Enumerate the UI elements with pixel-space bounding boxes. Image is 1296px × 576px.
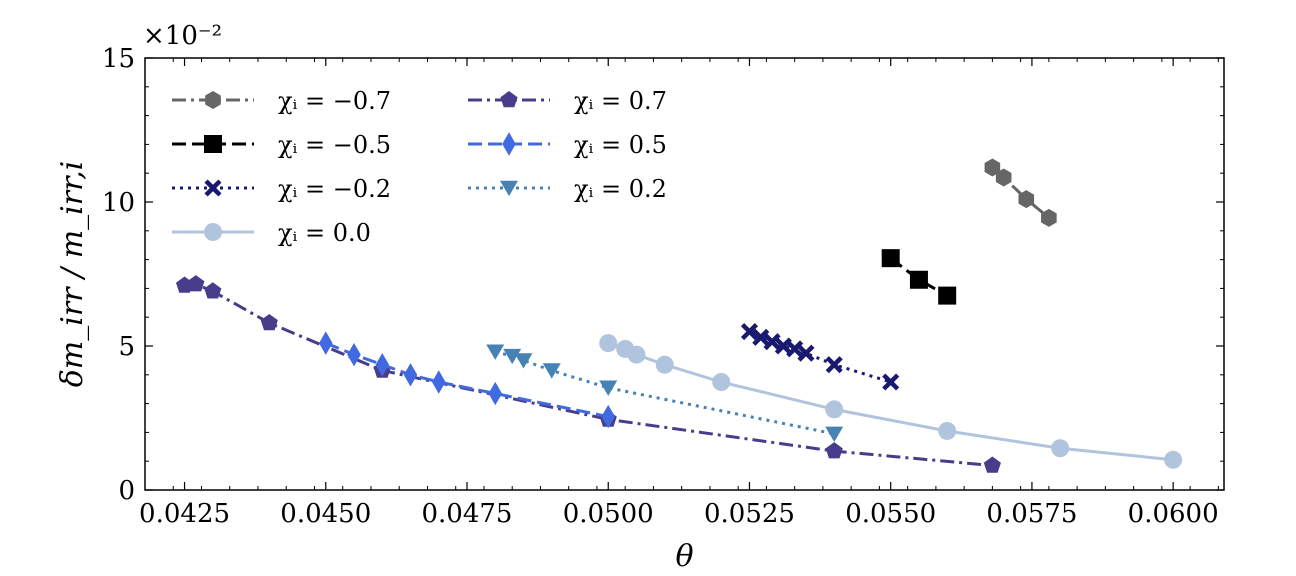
- legend-label: χᵢ = 0.7: [574, 87, 667, 115]
- legend-entry: χᵢ = 0.7: [468, 87, 667, 115]
- data-point: [486, 344, 505, 360]
- y-tick-label: 15: [102, 44, 135, 74]
- data-point: [187, 275, 205, 292]
- data-point: [983, 456, 1001, 473]
- y-axis-label: δm_irr / m_irr,i: [55, 161, 90, 388]
- axes: 0.0425 0.0450 0.0475 0.0500 0.0525 0.0550 0.05…: [55, 21, 1225, 574]
- x-tick-label: 0.0475: [422, 499, 513, 529]
- legend-entry: χᵢ = −0.5: [172, 131, 391, 159]
- legend-label: χᵢ = 0.0: [278, 219, 371, 247]
- legend-label: χᵢ = −0.7: [278, 87, 391, 115]
- legend-entry: χᵢ = 0.2: [468, 175, 667, 203]
- series-line: [325, 341, 609, 419]
- y-multiplier: ×10⁻²: [143, 21, 222, 51]
- data-point: [1041, 208, 1057, 227]
- data-point: [503, 348, 522, 365]
- data-point: [825, 356, 843, 374]
- data-point: [825, 442, 843, 459]
- data-point: [938, 421, 957, 440]
- x-tick-label: 0.0550: [845, 499, 936, 529]
- x-tick-label: 0.0500: [563, 499, 654, 529]
- legend-marker: [500, 180, 518, 197]
- data-point: [712, 373, 731, 391]
- series-line: [607, 341, 1174, 462]
- series-3: [599, 334, 1183, 469]
- x-tick-label: 0.0525: [704, 499, 795, 529]
- data-point: [909, 270, 928, 289]
- series-line: [748, 330, 892, 384]
- data-point: [752, 328, 770, 346]
- data-point: [601, 404, 615, 429]
- series-line: [889, 257, 948, 297]
- data-point: [1018, 190, 1035, 209]
- legend-label: χᵢ = 0.5: [574, 131, 667, 159]
- data-point: [786, 340, 804, 358]
- y-tick-label: 10: [102, 188, 135, 218]
- data-point: [984, 158, 1001, 177]
- plot-frame: [144, 57, 1225, 491]
- data-point: [882, 373, 900, 391]
- series-6: [486, 344, 844, 442]
- y-tick-label: 0: [118, 476, 135, 506]
- data-point: [825, 400, 844, 419]
- legend-marker: [204, 223, 222, 241]
- data-point: [319, 331, 333, 355]
- series-2: [740, 323, 900, 391]
- x-tick-label: 0.0575: [986, 499, 1077, 529]
- x-tick-label: 0.0425: [139, 499, 230, 529]
- legend-marker: [204, 179, 222, 197]
- data-point: [347, 342, 361, 367]
- data-point: [1051, 439, 1070, 458]
- data-point: [204, 282, 222, 299]
- data-point: [514, 353, 533, 369]
- data-point: [825, 426, 844, 442]
- data-point: [763, 333, 781, 351]
- data-point: [655, 355, 674, 374]
- data-point: [627, 345, 646, 364]
- legend: χᵢ = −0.7 χᵢ = −0.5 χᵢ = −0.2 χᵢ = 0.0 χᵢ = …: [172, 87, 667, 247]
- series-5: [319, 331, 615, 429]
- legend-entry: χᵢ = −0.2: [172, 175, 391, 203]
- legend-entry: χᵢ = −0.7: [172, 87, 391, 115]
- data-point: [740, 323, 759, 341]
- data-point: [797, 344, 815, 362]
- data-point: [774, 337, 792, 355]
- data-point: [938, 286, 957, 305]
- data-point: [995, 168, 1012, 187]
- data-point: [599, 380, 618, 396]
- series-4: [175, 275, 1001, 473]
- data-point: [542, 363, 561, 379]
- legend-entry: χᵢ = 0.5: [468, 131, 667, 159]
- plot-area: [175, 158, 1183, 473]
- x-axis-label: θ: [675, 539, 693, 574]
- legend-label: χᵢ = −0.5: [278, 131, 391, 159]
- data-point: [260, 313, 278, 331]
- data-point: [375, 353, 390, 377]
- data-point: [432, 370, 446, 394]
- data-point: [881, 249, 900, 268]
- series-1: [881, 249, 957, 305]
- legend-marker: [205, 91, 221, 109]
- data-point: [488, 381, 503, 406]
- legend-marker: [502, 132, 516, 156]
- legend-entry: χᵢ = 0.0: [172, 219, 371, 247]
- x-tick-label: 0.0600: [1128, 499, 1219, 529]
- data-point: [1164, 450, 1183, 469]
- data-point: [599, 334, 618, 353]
- legend-marker: [204, 135, 222, 153]
- series-0: [984, 158, 1057, 227]
- legend-marker: [500, 91, 518, 108]
- legend-label: χᵢ = 0.2: [574, 175, 667, 203]
- data-point: [403, 363, 418, 387]
- legend-label: χᵢ = −0.2: [278, 175, 391, 203]
- y-tick-label: 5: [118, 332, 135, 362]
- x-tick-label: 0.0450: [280, 499, 371, 529]
